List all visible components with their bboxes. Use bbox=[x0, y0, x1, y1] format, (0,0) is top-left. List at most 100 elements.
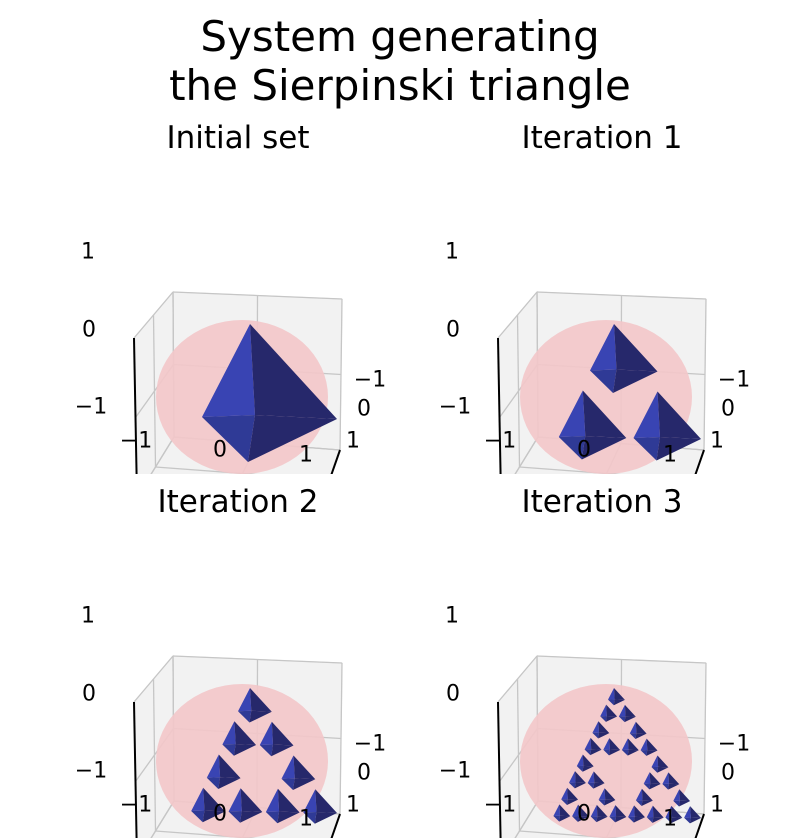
z-tick-label: −1 bbox=[75, 759, 107, 784]
pyramid-face-right bbox=[641, 788, 653, 801]
pyramid-face-bottom-left bbox=[228, 811, 242, 823]
pyramid-face-right bbox=[596, 804, 608, 817]
pyramid-face-left bbox=[621, 738, 629, 750]
pyramid-face-bottom-right bbox=[679, 800, 691, 807]
pyramid-face-bottom-left bbox=[640, 750, 648, 756]
pyramid-face-bottom-left bbox=[618, 716, 626, 723]
pyramid-face-left bbox=[590, 324, 617, 371]
pyramid-face-bottom-right bbox=[657, 766, 669, 773]
pyramid-face-bottom-left bbox=[222, 744, 236, 756]
pyramid-face-left bbox=[191, 787, 205, 811]
y-tick-label: 0 bbox=[721, 397, 735, 422]
pyramid-face-right bbox=[627, 738, 639, 751]
pyramid-face-bottom-left bbox=[651, 766, 659, 773]
pyramid-face-right bbox=[671, 805, 683, 818]
pyramid-face-right bbox=[652, 805, 664, 818]
y-tick-label: −1 bbox=[718, 732, 750, 757]
pyramid-face-bottom-right bbox=[605, 716, 618, 722]
pyramid-face-left bbox=[259, 721, 273, 745]
x-tick-label: 0 bbox=[577, 438, 591, 463]
pyramid-face-bottom-right bbox=[582, 765, 594, 772]
subplot-iteration-2: Iteration 2 −1 0 1 −1 0 1 −1 0 1 bbox=[0, 476, 400, 838]
pyramid-face-bottom-right bbox=[649, 783, 661, 790]
x-tick-label: −1 bbox=[120, 429, 152, 454]
pyramid-face-bottom-right bbox=[581, 436, 627, 460]
pyramid-face-left bbox=[572, 804, 579, 817]
pyramid-face-bottom-left bbox=[553, 815, 560, 822]
pyramid-face-right bbox=[609, 738, 621, 750]
pyramid-face-bottom-right bbox=[615, 816, 627, 823]
z-tick-label: 1 bbox=[81, 240, 95, 265]
grid-line bbox=[133, 655, 174, 703]
pyramid-face-left bbox=[598, 788, 606, 800]
y-tick-label: 1 bbox=[710, 793, 724, 818]
pyramid-face-bottom-right bbox=[218, 777, 241, 789]
pyramid-face-bottom-left bbox=[621, 749, 629, 756]
subplot-iteration-1: Iteration 1 −1 0 1 −1 0 1 −1 0 1 bbox=[364, 112, 764, 474]
pyramid-face-left bbox=[646, 805, 654, 818]
grid-line bbox=[339, 662, 343, 815]
pyramid-face-bottom-left bbox=[590, 816, 598, 823]
grid-line bbox=[703, 298, 707, 451]
pyramid-face-left bbox=[590, 804, 598, 817]
pyramid-face-bottom-right bbox=[598, 732, 610, 739]
y-tick-label: −1 bbox=[354, 732, 386, 757]
z-axis-line bbox=[497, 337, 502, 474]
grid-line bbox=[172, 655, 343, 664]
pyramid-face-bottom-right bbox=[590, 749, 602, 756]
pyramid-face-left bbox=[618, 704, 626, 717]
grid-line bbox=[497, 291, 538, 339]
pyramid-face-bottom-left bbox=[587, 782, 595, 789]
pyramid-face-bottom-right bbox=[609, 749, 621, 756]
pyramid-face-left bbox=[553, 804, 560, 816]
pyramid-face-right bbox=[203, 787, 225, 812]
pyramid-face-right bbox=[234, 721, 257, 745]
pyramid-face-right bbox=[679, 789, 691, 802]
pyramid-face-left bbox=[222, 721, 236, 745]
pyramid-face-bottom-left bbox=[576, 765, 584, 772]
pyramid-face-bottom-left bbox=[665, 817, 673, 824]
pyramid-face-bottom-left bbox=[584, 749, 592, 756]
pyramid-face-bottom-right bbox=[656, 437, 701, 461]
pyramid-face-left bbox=[587, 771, 595, 783]
pyramid-face-bottom-left bbox=[629, 733, 637, 739]
pyramid-face-left bbox=[684, 806, 691, 818]
pyramid-face-left bbox=[303, 789, 317, 813]
pyramid-face-right bbox=[277, 788, 300, 813]
pyramid-face-bottom-right bbox=[641, 800, 653, 806]
pyramid-face-bottom-right bbox=[574, 782, 586, 789]
pyramid-face-left bbox=[584, 737, 592, 750]
pyramid-face-bottom-left bbox=[603, 749, 610, 756]
pyramid-face-bottom-right bbox=[293, 778, 316, 790]
z-tick-label: 0 bbox=[446, 318, 460, 343]
pyramid-face-bottom-right bbox=[596, 816, 608, 823]
x-tick-label: 0 bbox=[577, 802, 591, 827]
pyramid-face-right bbox=[582, 390, 627, 438]
pyramid-face-right bbox=[657, 755, 669, 768]
pyramid-face-bottom-left bbox=[206, 777, 221, 789]
z-tick-label: 1 bbox=[445, 604, 459, 629]
pyramid-face-bottom-right bbox=[633, 816, 645, 823]
z-tick-label: −1 bbox=[439, 395, 471, 420]
pyramid-face-bottom-left bbox=[643, 783, 651, 790]
pyramid-face-bottom-left bbox=[572, 816, 579, 822]
z-tick-label: 1 bbox=[81, 604, 95, 629]
pyramid-face-bottom-left bbox=[202, 415, 255, 462]
pyramid-face-bottom-left bbox=[569, 782, 576, 789]
plot-3d: −1 0 1 −1 0 1 −1 0 1 bbox=[75, 240, 386, 474]
pyramid-face-right bbox=[293, 755, 316, 780]
y-tick-label: 0 bbox=[357, 761, 371, 786]
x-tick-label: −1 bbox=[484, 793, 516, 818]
pyramid-face-left bbox=[281, 755, 295, 779]
pyramid-face-left bbox=[628, 805, 635, 817]
pyramid-face-bottom-right bbox=[652, 817, 664, 823]
y-tick-label: 1 bbox=[346, 793, 360, 818]
pyramid-face-right bbox=[604, 788, 616, 801]
z-axis-line bbox=[497, 701, 502, 838]
pyramid-face-bottom-right bbox=[689, 817, 701, 824]
y-tick-label: 0 bbox=[721, 761, 735, 786]
pyramid-face-bottom-left bbox=[561, 799, 568, 805]
pyramid-face-right bbox=[240, 788, 263, 812]
pyramid-face-bottom-left bbox=[600, 716, 607, 722]
pyramid-face-left bbox=[633, 391, 660, 438]
